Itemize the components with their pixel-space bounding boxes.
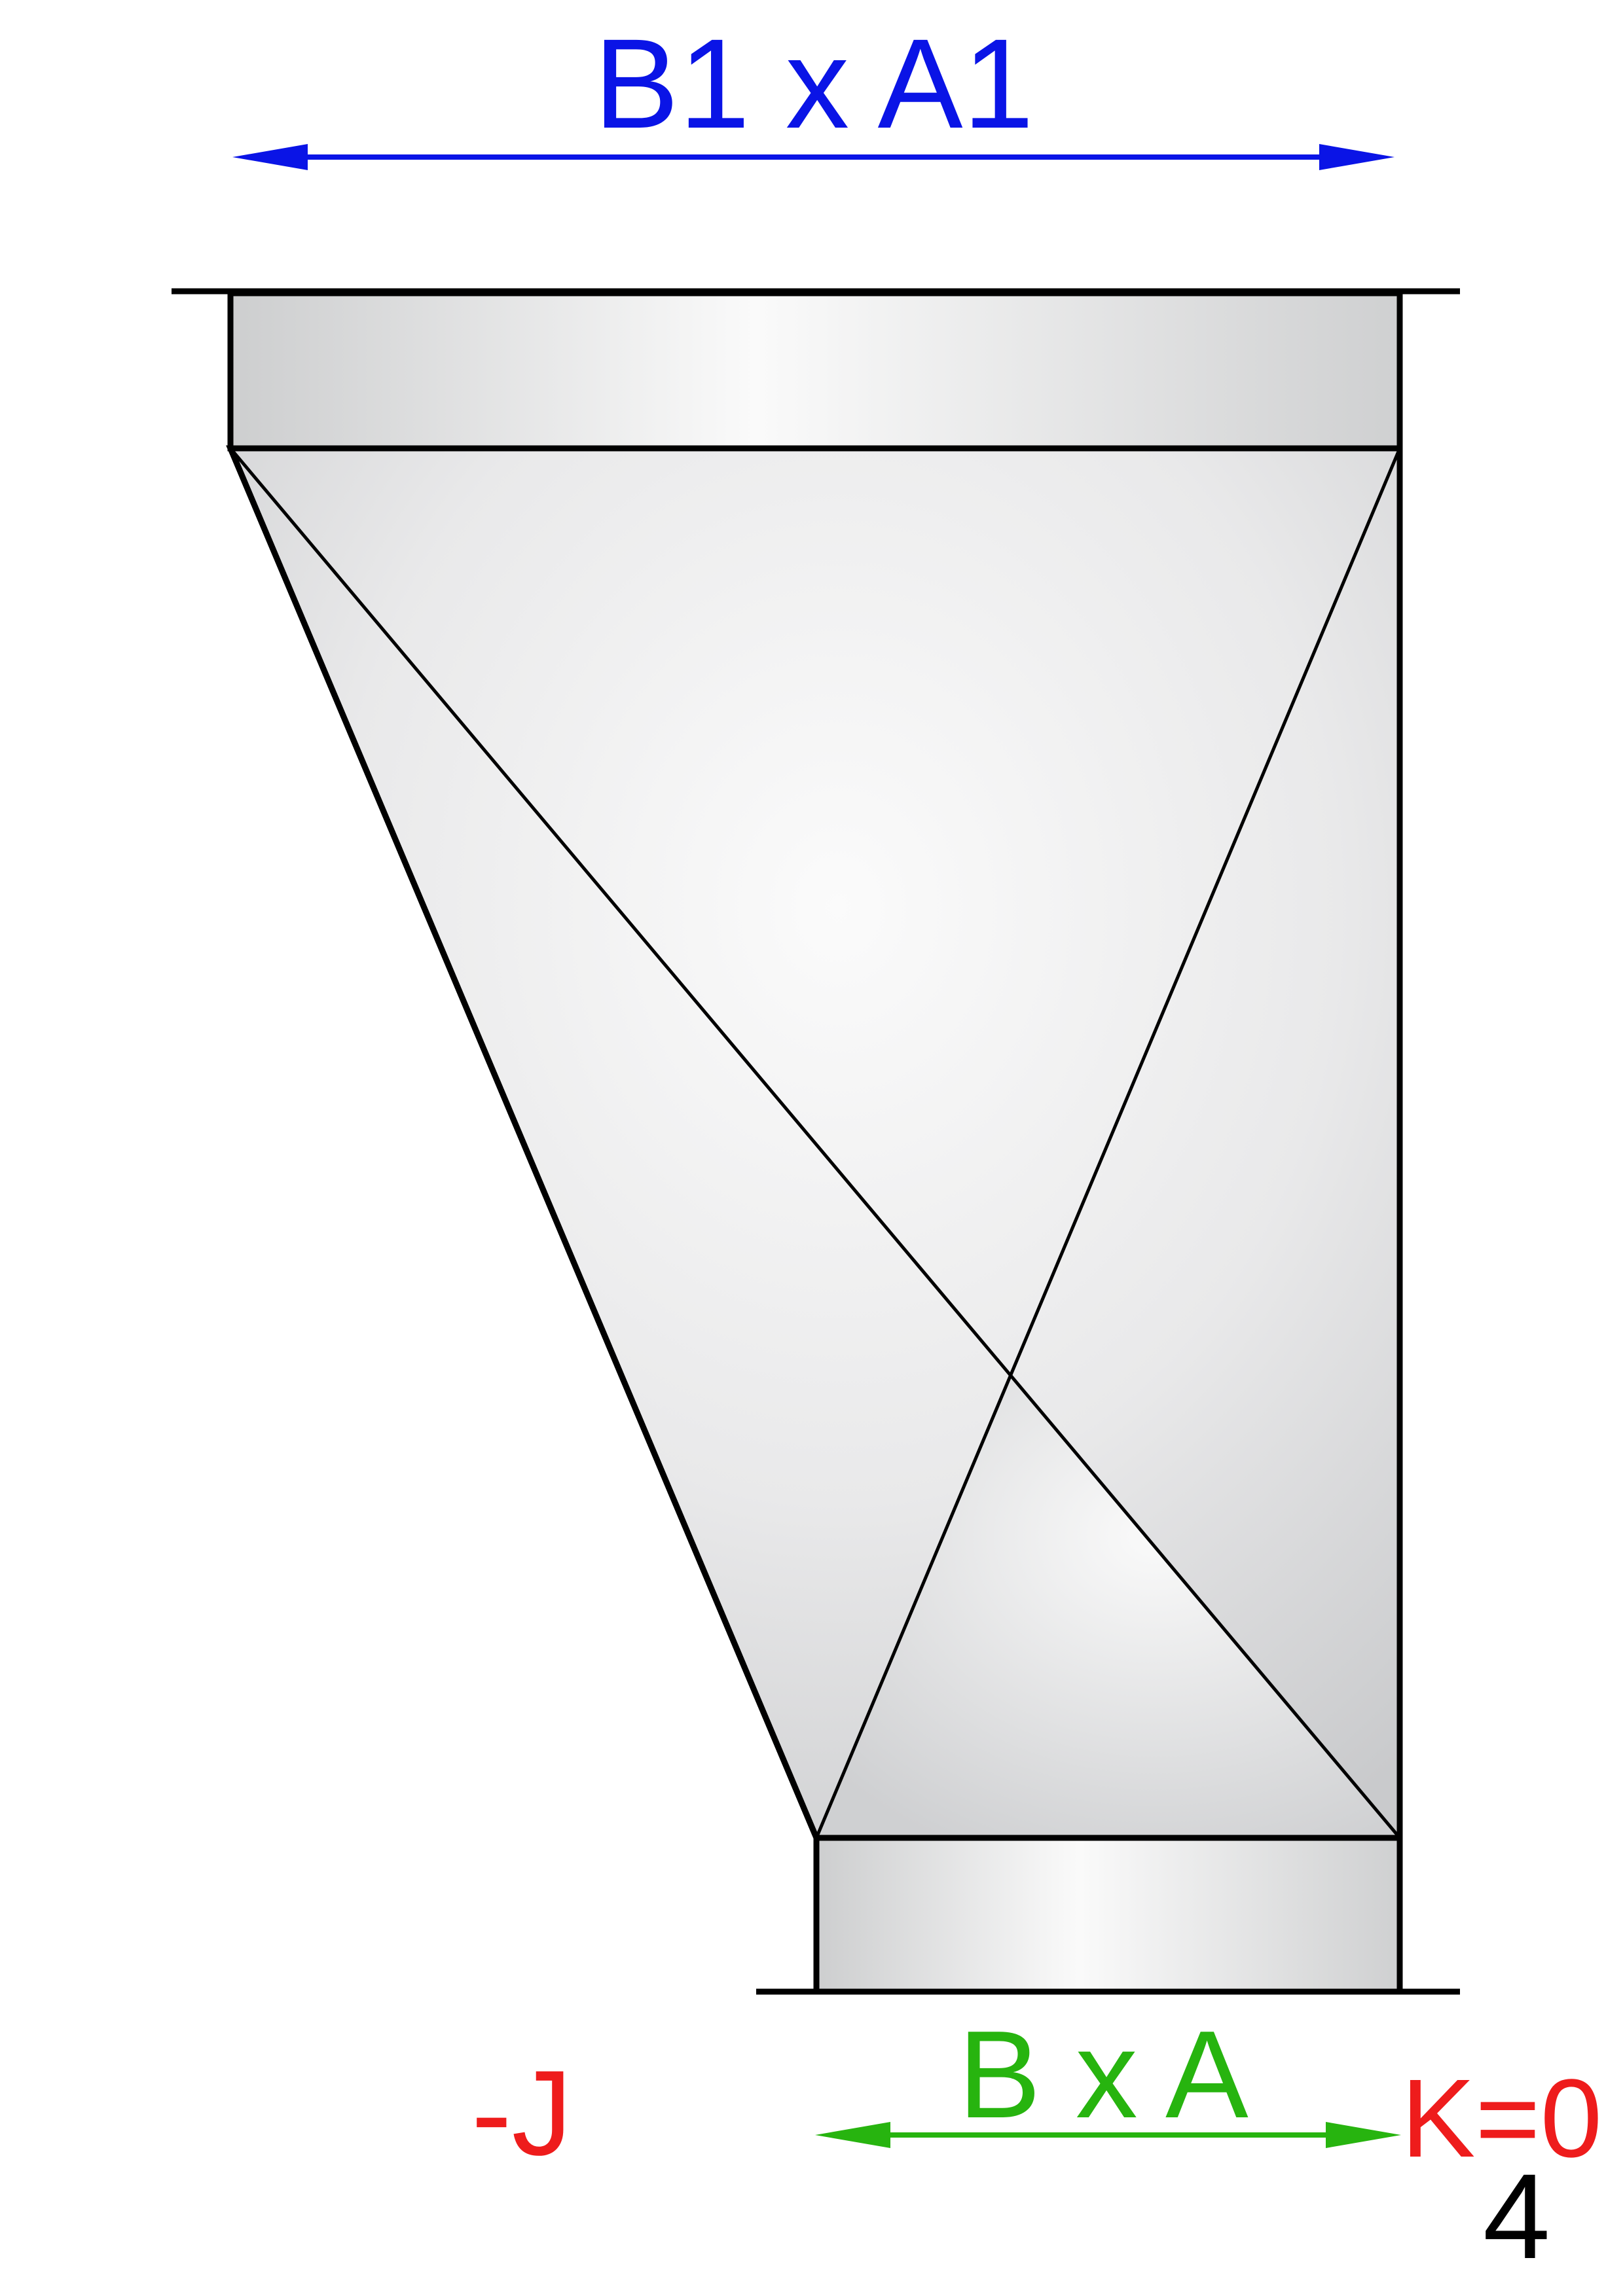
fold-line-left-to-right xyxy=(229,447,1401,1839)
top-collar xyxy=(227,290,1403,452)
top-dimension-arrow xyxy=(232,144,1395,170)
offset-left-label: -J xyxy=(471,2046,572,2181)
lower-facet xyxy=(816,1373,1400,1838)
fold-line-right-to-left xyxy=(814,448,1402,1839)
bottom-dimension-arrow xyxy=(815,2122,1401,2148)
top-dimension-label: B1 x A1 xyxy=(594,12,1034,155)
sheet-number: 4 xyxy=(1483,2149,1550,2284)
bottom-collar xyxy=(813,1835,1403,1995)
bottom-dimension-label: B x A xyxy=(958,2005,1249,2144)
offset-right-label: K=0 xyxy=(1401,2056,1602,2181)
